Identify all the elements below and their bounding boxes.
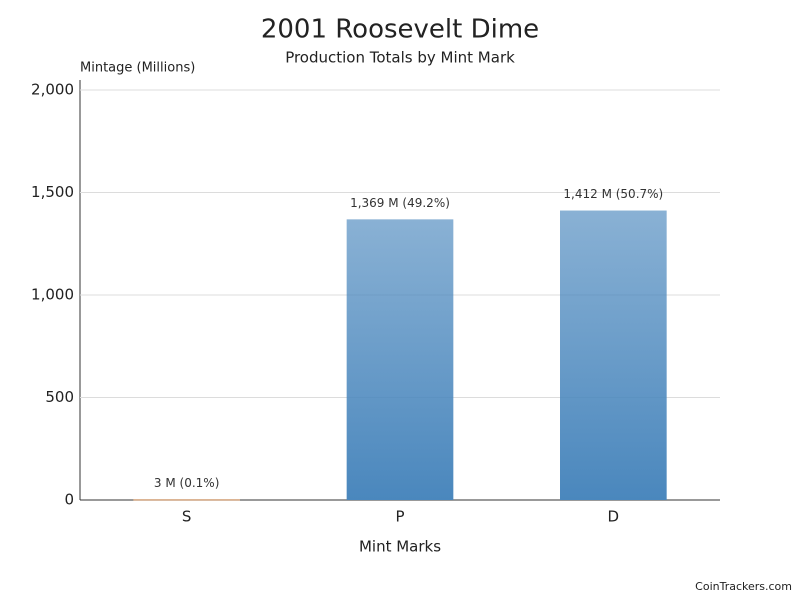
- y-axis-title: Mintage (Millions): [80, 61, 195, 76]
- value-label: 1,369 M (49.2%): [350, 196, 450, 210]
- y-tick-label: 0: [64, 491, 74, 509]
- bar: [346, 219, 454, 501]
- bar: [133, 499, 240, 501]
- chart-title: 2001 Roosevelt Dime: [261, 15, 539, 45]
- chart-subtitle: Production Totals by Mint Mark: [285, 49, 515, 67]
- y-tick-label: 2,000: [31, 81, 74, 99]
- y-tick-label: 500: [45, 388, 74, 406]
- bar: [560, 210, 667, 501]
- x-tick-label: D: [608, 508, 620, 526]
- value-label: 3 M (0.1%): [154, 476, 219, 490]
- x-tick-label: P: [395, 508, 404, 526]
- value-label: 1,412 M (50.7%): [563, 187, 663, 201]
- source-credit: CoinTrackers.com: [695, 580, 792, 593]
- x-axis-title: Mint Marks: [359, 538, 441, 556]
- x-tick-label: S: [182, 508, 192, 526]
- y-tick-label: 1,000: [31, 286, 74, 304]
- y-tick-label: 1,500: [31, 183, 74, 201]
